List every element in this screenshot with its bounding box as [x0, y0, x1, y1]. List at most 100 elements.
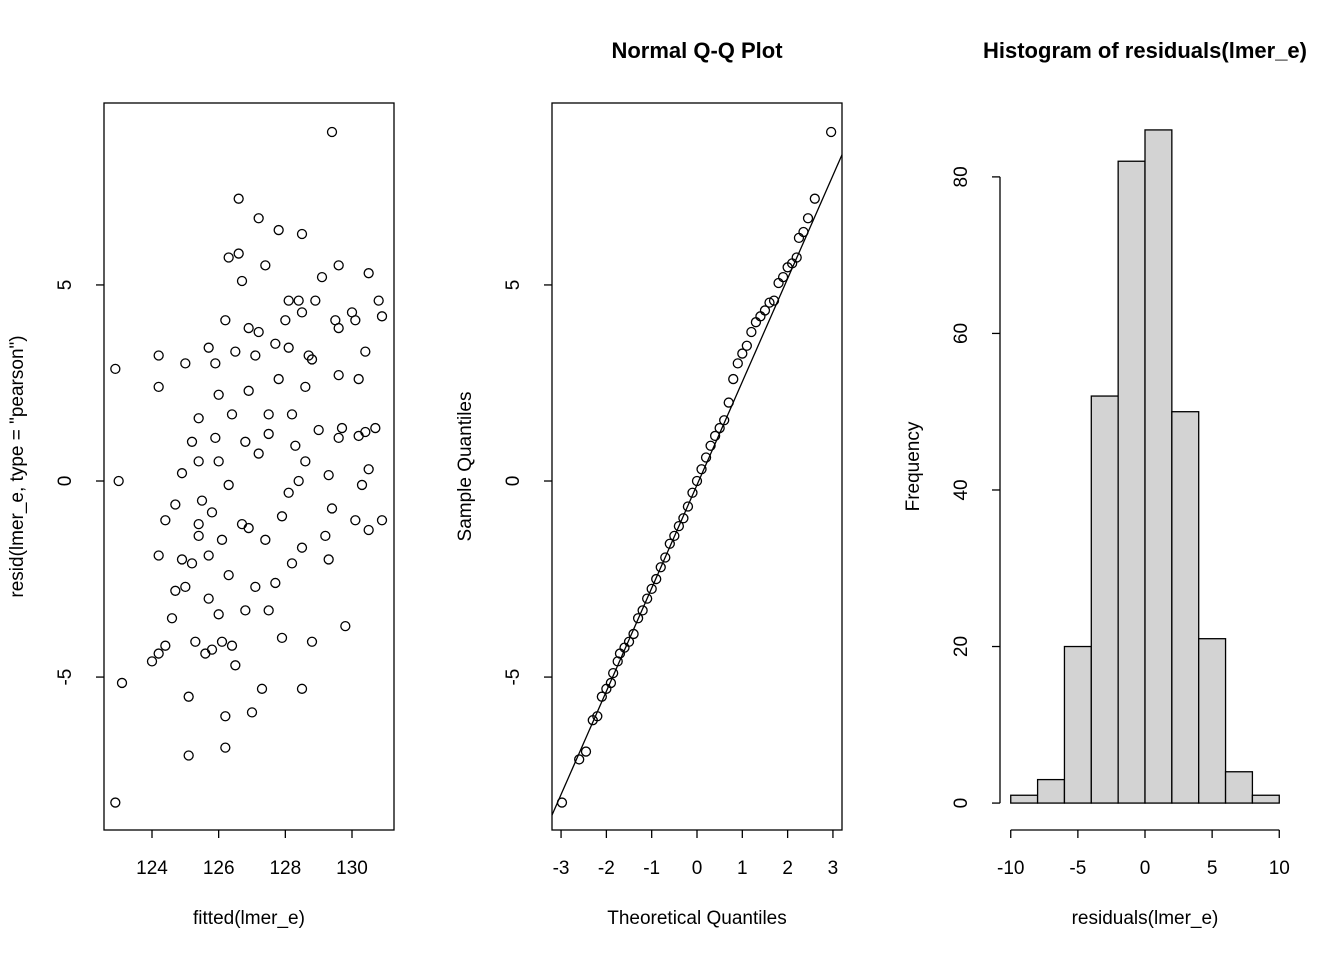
point — [316, 271, 328, 283]
point — [273, 373, 284, 385]
point — [240, 605, 251, 616]
point — [660, 552, 671, 563]
point — [253, 326, 264, 338]
point — [605, 677, 617, 689]
point — [574, 754, 585, 765]
point — [336, 422, 348, 434]
point — [246, 707, 258, 718]
point — [313, 424, 324, 436]
point — [153, 648, 164, 659]
point — [793, 232, 805, 244]
point — [213, 456, 224, 467]
x-tick-label: 124 — [136, 858, 168, 879]
point — [260, 534, 271, 545]
point — [825, 126, 837, 138]
point — [333, 432, 344, 444]
point — [253, 448, 264, 459]
x-axis-title: Theoretical Quantiles — [607, 908, 787, 929]
point — [206, 507, 218, 518]
x-tick-label: 126 — [203, 858, 235, 879]
chart-title: Normal Q-Q Plot — [611, 38, 783, 63]
point — [116, 677, 128, 689]
point — [256, 683, 268, 694]
point — [728, 373, 739, 385]
point — [719, 415, 730, 426]
point — [236, 518, 248, 530]
y-tick-label: 40 — [951, 479, 972, 500]
point — [802, 213, 814, 224]
point — [233, 193, 244, 204]
point — [326, 503, 338, 514]
y-tick-label: 20 — [951, 636, 972, 657]
x-tick-label: 3 — [828, 858, 839, 879]
point — [333, 369, 344, 381]
point — [678, 513, 689, 524]
point — [759, 305, 771, 316]
point — [230, 660, 241, 671]
point — [216, 534, 228, 545]
point — [270, 577, 281, 589]
point — [350, 315, 361, 326]
point — [250, 581, 261, 593]
point — [296, 542, 308, 553]
point — [333, 260, 344, 271]
point — [764, 297, 775, 308]
point — [110, 797, 121, 808]
point — [193, 456, 204, 467]
point — [180, 581, 191, 593]
point — [746, 326, 757, 338]
point — [376, 515, 388, 526]
point — [233, 248, 244, 259]
point — [243, 522, 254, 534]
point — [750, 317, 762, 328]
point — [153, 550, 164, 561]
point — [243, 385, 254, 396]
point — [376, 311, 388, 322]
point — [223, 479, 234, 491]
point — [170, 499, 181, 510]
point — [323, 554, 334, 565]
point — [360, 426, 371, 438]
chart-title: Histogram of residuals(lmer_e) — [983, 38, 1307, 63]
x-axis-title: fitted(lmer_e) — [193, 908, 305, 929]
point — [183, 691, 194, 702]
point — [306, 636, 318, 647]
point — [791, 252, 802, 263]
point — [183, 750, 194, 761]
point — [310, 295, 321, 306]
point — [263, 605, 274, 616]
point — [176, 468, 188, 479]
point — [283, 487, 294, 498]
point — [370, 422, 381, 434]
point — [356, 479, 368, 491]
point — [240, 436, 251, 447]
point — [353, 373, 364, 385]
bar — [1198, 638, 1227, 804]
y-tick-label: 80 — [951, 166, 972, 187]
point — [340, 620, 351, 632]
point — [210, 358, 221, 369]
y-tick-label: 0 — [951, 798, 972, 809]
point — [203, 342, 214, 353]
point — [153, 350, 164, 361]
point — [296, 307, 308, 318]
point — [186, 436, 198, 447]
x-tick-label: 130 — [336, 858, 368, 879]
point — [193, 413, 204, 424]
point — [226, 640, 238, 651]
point — [220, 742, 231, 753]
point — [687, 487, 698, 498]
bar — [1063, 645, 1092, 804]
point — [113, 475, 124, 487]
y-tick-label: 0 — [503, 476, 524, 487]
point — [283, 342, 294, 353]
point — [203, 593, 214, 604]
point — [669, 530, 680, 542]
point — [323, 469, 334, 481]
x-tick-label: -1 — [643, 858, 660, 879]
x-tick-label: -10 — [997, 858, 1024, 879]
point — [273, 224, 284, 236]
point — [253, 213, 264, 224]
bar — [1010, 794, 1039, 804]
point — [176, 554, 188, 565]
